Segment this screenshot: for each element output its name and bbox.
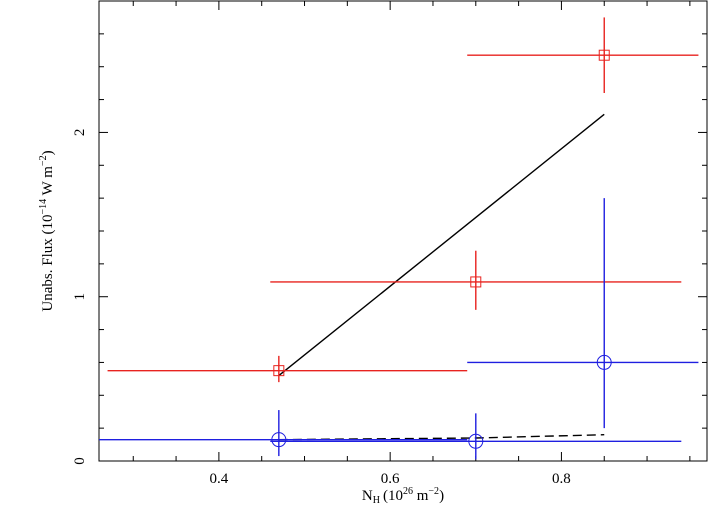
x-label-exp: 26 [403, 486, 413, 497]
y-tick-label: 2 [72, 129, 88, 137]
x-label-close: ) [439, 488, 444, 504]
y-tick-label: 0 [72, 457, 88, 465]
y-label-close: ) [40, 150, 56, 155]
x-axis-label: NH (1026 m−2) [362, 486, 444, 506]
plot-frame [98, 0, 708, 462]
x-tick-label: 0.6 [381, 471, 400, 487]
square-marker [273, 365, 285, 377]
x-tick-label: 0.8 [552, 471, 571, 487]
model-line-dashed [278, 434, 605, 441]
model-line-solid [278, 113, 605, 377]
data-layer [99, 17, 699, 460]
square-marker [598, 49, 610, 61]
square-marker [470, 276, 482, 288]
circle-marker [271, 432, 287, 448]
x-label-main: N [362, 488, 373, 504]
x-label-unit: (10 [383, 488, 403, 504]
y-label-unit: W m [40, 166, 56, 199]
circle-marker [468, 433, 484, 449]
y-axis-label: Unabs. Flux (10−14 W m−2) [38, 150, 56, 311]
x-tick-label: 0.4 [210, 471, 229, 487]
x-label-sub: H [373, 495, 380, 506]
circle-marker [596, 354, 612, 370]
y-label-exp: −14 [38, 199, 49, 215]
y-label-main: Unabs. Flux (10 [40, 214, 56, 311]
x-label-tail-exp: −2 [428, 486, 439, 497]
axis-ticks: 0.4 0.6 0.8 0 1 2 [72, 0, 707, 487]
y-tick-label: 1 [72, 293, 88, 301]
x-label-tail: m [413, 488, 429, 504]
y-label-unit-exp: −2 [38, 155, 49, 166]
